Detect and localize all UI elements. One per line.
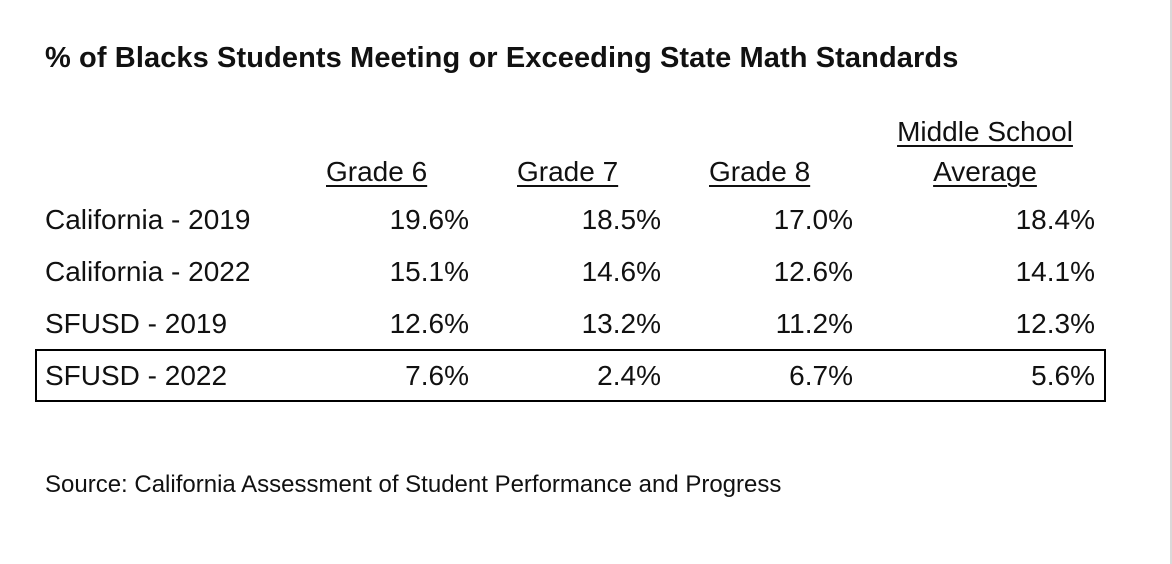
column-header-grade-6: Grade 6 (326, 156, 428, 187)
column-header-grade-7: Grade 7 (517, 156, 619, 187)
table-row-california-2022: California - 2022 15.1% 14.6% 12.6% 14.1… (0, 248, 1172, 300)
cell-grade-7: 13.2% (581, 308, 661, 339)
column-header-line-2: Average (933, 156, 1037, 187)
table-row-sfusd-2019: SFUSD - 2019 12.6% 13.2% 11.2% 12.3% (0, 300, 1172, 352)
column-header-grade-8: Grade 8 (709, 156, 811, 187)
column-header-line-1: Middle School (897, 116, 1073, 147)
source-note: Source: California Assessment of Student… (45, 471, 782, 498)
cell-grade-6: 7.6% (405, 360, 469, 391)
cell-grade-7: 18.5% (581, 204, 661, 235)
table-row-california-2019: California - 2019 19.6% 18.5% 17.0% 18.4… (0, 196, 1172, 248)
cell-grade-8: 6.7% (789, 360, 853, 391)
cell-middle-school-average: 14.1% (1015, 256, 1095, 287)
highlight-box (35, 349, 1106, 402)
row-label: SFUSD - 2022 (45, 360, 228, 391)
cell-grade-8: 11.2% (775, 308, 853, 339)
cell-grade-8: 12.6% (773, 256, 853, 287)
cell-grade-7: 2.4% (597, 360, 661, 391)
cell-grade-7: 14.6% (581, 256, 661, 287)
column-header-middle-school-average: Middle School Average (882, 112, 1088, 192)
cell-grade-6: 19.6% (389, 204, 469, 235)
cell-middle-school-average: 18.4% (1015, 204, 1095, 235)
cell-grade-8: 17.0% (773, 204, 853, 235)
cell-middle-school-average: 5.6% (1031, 360, 1095, 391)
cell-middle-school-average: 12.3% (1015, 308, 1095, 339)
cell-grade-6: 15.1% (389, 256, 469, 287)
row-label: California - 2022 (45, 256, 251, 287)
row-label: SFUSD - 2019 (45, 308, 228, 339)
table-title: % of Blacks Students Meeting or Exceedin… (45, 42, 959, 74)
row-label: California - 2019 (45, 204, 251, 235)
cell-grade-6: 12.6% (389, 308, 469, 339)
table-row-sfusd-2022: SFUSD - 2022 7.6% 2.4% 6.7% 5.6% (0, 352, 1172, 404)
page-right-border (1170, 0, 1172, 564)
